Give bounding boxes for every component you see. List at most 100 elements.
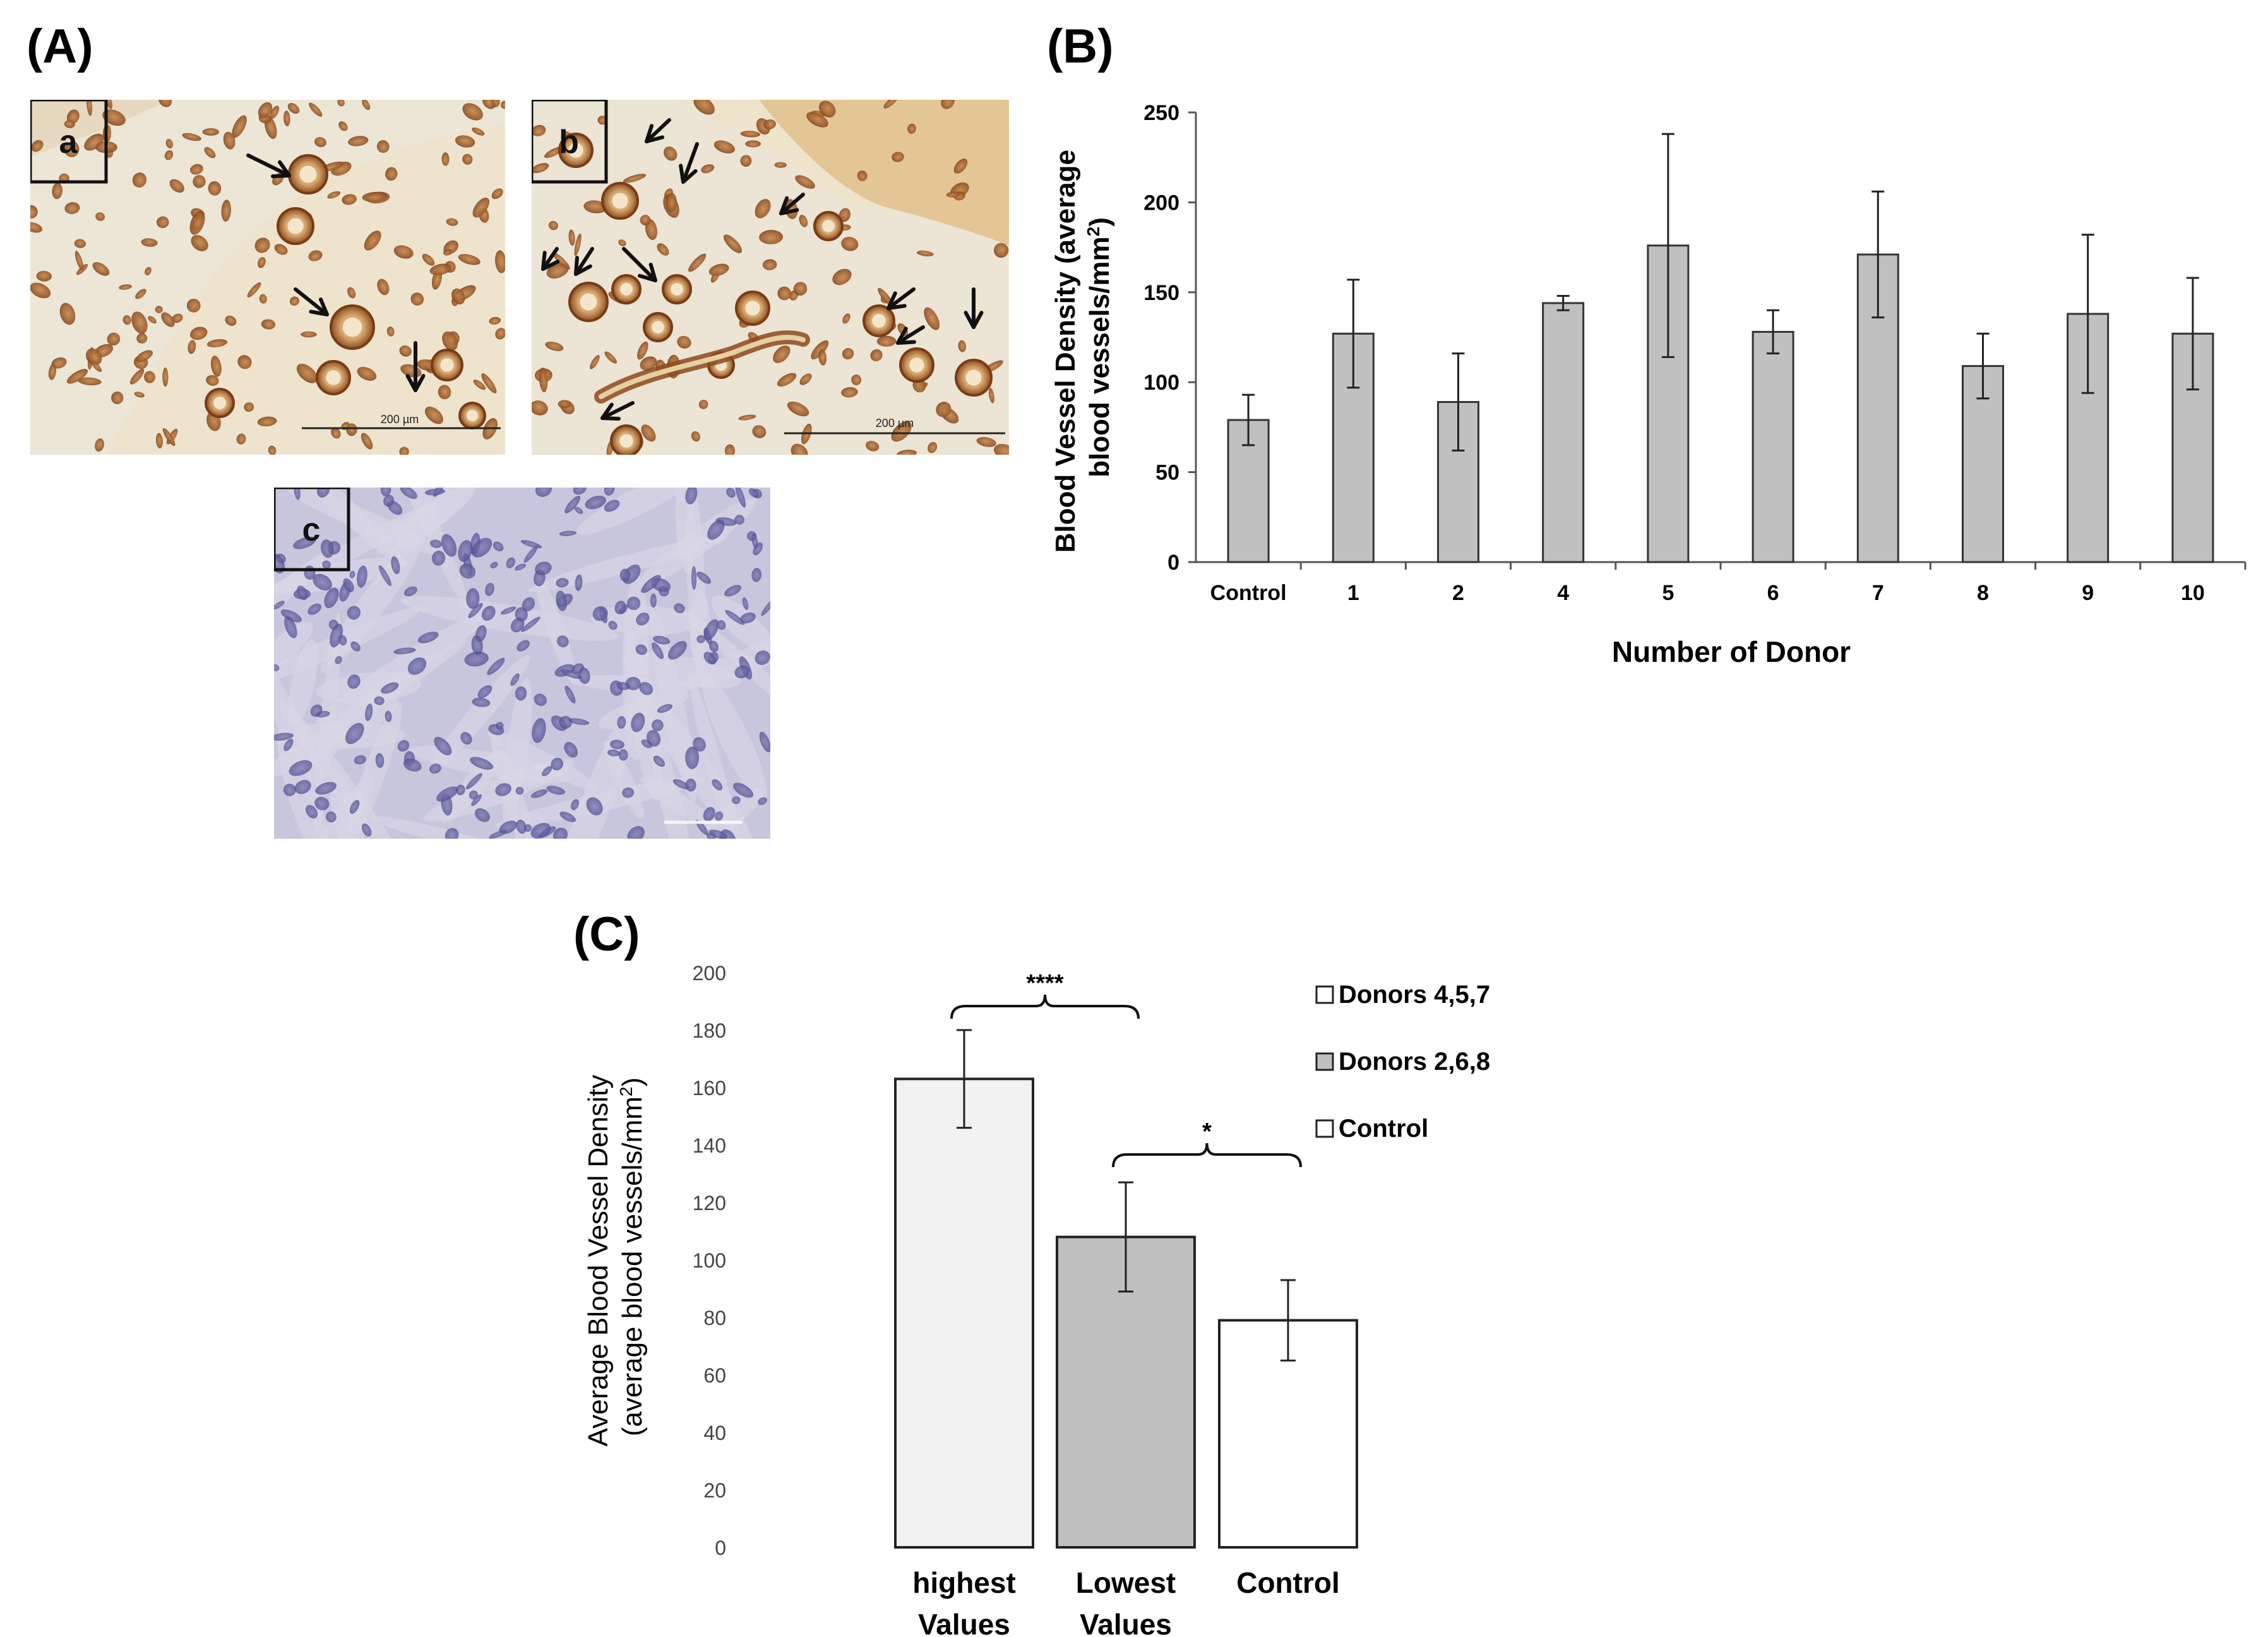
cell-nucleus <box>590 355 600 369</box>
cell-nucleus <box>626 596 641 610</box>
cell-nucleus <box>438 385 451 400</box>
cell-nucleus <box>674 603 685 613</box>
cell-nucleus <box>592 606 608 621</box>
cell-nucleus <box>707 520 725 540</box>
cell-nucleus <box>564 741 578 758</box>
cell-nucleus <box>148 316 157 324</box>
cell-nucleus <box>688 253 707 272</box>
cell-nucleus <box>156 216 169 229</box>
cell-nucleus <box>473 379 486 390</box>
cell-nucleus <box>347 606 361 620</box>
cell-nucleus <box>471 635 483 656</box>
cell-nucleus <box>347 674 361 689</box>
cell-nucleus <box>608 621 618 630</box>
vessel-lumen <box>580 293 597 311</box>
cell-nucleus <box>257 416 277 427</box>
micrograph-letter-a: a <box>59 124 78 160</box>
cell-nucleus <box>210 356 222 377</box>
cell-nucleus <box>74 239 86 248</box>
cell-nucleus <box>391 556 400 575</box>
cell-nucleus <box>777 373 797 387</box>
chart-b-ylabel-close: ) <box>1084 217 1115 227</box>
cell-nucleus <box>691 431 701 442</box>
cell-nucleus <box>793 282 808 296</box>
cell-nucleus <box>129 369 145 385</box>
significance-bracket <box>1112 1142 1302 1168</box>
cell-nucleus <box>30 205 38 219</box>
legend-label: Donors 2,6,8 <box>1339 1048 1490 1076</box>
vessel-lumen <box>619 434 633 448</box>
stroma-fiber <box>689 590 711 669</box>
cell-nucleus <box>489 316 501 325</box>
cell-nucleus <box>559 716 573 729</box>
chart-c-ylabel: Average Blood Vessel Density (average bl… <box>583 1067 648 1447</box>
micrograph-letter-b: b <box>559 124 579 160</box>
cell-nucleus <box>385 167 398 181</box>
cell-nucleus <box>158 100 172 107</box>
stroma-fiber <box>679 607 770 736</box>
cell-nucleus <box>745 140 761 148</box>
cell-nucleus <box>558 400 571 409</box>
cell-nucleus <box>753 542 763 556</box>
cell-nucleus <box>469 757 494 770</box>
cell-nucleus <box>685 488 698 505</box>
cell-nucleus <box>64 119 75 128</box>
cell-nucleus <box>443 249 452 256</box>
cell-nucleus <box>274 244 288 255</box>
cell-nucleus <box>92 361 102 372</box>
cell-nucleus <box>876 335 897 347</box>
cell-nucleus <box>469 790 478 800</box>
cell-nucleus <box>495 250 505 273</box>
cell-nucleus <box>477 685 492 699</box>
cell-nucleus <box>614 601 626 615</box>
cell-nucleus <box>506 557 515 568</box>
cell-nucleus <box>365 704 373 721</box>
cell-nucleus <box>59 303 76 325</box>
cell-nucleus <box>314 136 326 147</box>
vessel-lumen <box>612 193 628 209</box>
cell-nucleus <box>717 620 726 630</box>
cell-nucleus <box>976 436 996 447</box>
cell-nucleus <box>466 588 480 609</box>
cell-nucleus <box>385 711 392 723</box>
cell-nucleus <box>762 259 777 270</box>
cell-nucleus <box>487 657 505 675</box>
cell-nucleus <box>574 507 583 514</box>
chart-c-ytick-label: 140 <box>693 1134 726 1157</box>
cell-nucleus <box>842 348 854 360</box>
cell-nucleus <box>586 797 603 816</box>
cell-nucleus <box>172 313 183 323</box>
cell-nucleus <box>510 618 525 633</box>
cell-nucleus <box>664 146 677 161</box>
cell-nucleus <box>604 488 615 496</box>
cell-nucleus <box>651 719 664 731</box>
cell-nucleus <box>434 736 452 756</box>
cell-nucleus <box>740 131 761 138</box>
stroma-fiber <box>329 768 369 839</box>
chart-c-bar <box>894 1077 1034 1549</box>
cell-nucleus <box>639 681 654 695</box>
cell-nucleus <box>283 783 296 796</box>
cell-nucleus <box>523 546 538 563</box>
cell-nucleus <box>490 561 498 568</box>
cell-nucleus <box>510 673 520 686</box>
scale-bar-label-a: 200 µm <box>381 413 419 426</box>
significance-bracket <box>950 994 1140 1019</box>
stroma-fiber <box>274 621 313 678</box>
cell-nucleus <box>865 441 880 452</box>
stroma-fiber <box>701 675 767 802</box>
cell-nucleus <box>397 740 410 752</box>
cell-nucleus <box>376 140 390 153</box>
cell-nucleus <box>136 333 148 344</box>
cell-nucleus <box>759 731 770 753</box>
cell-nucleus <box>316 488 330 498</box>
cell-nucleus <box>732 783 754 798</box>
cell-nucleus <box>135 289 146 299</box>
cell-nucleus <box>907 123 916 134</box>
cell-nucleus <box>70 141 80 153</box>
cell-nucleus <box>436 786 458 802</box>
cell-nucleus <box>441 152 450 166</box>
cell-nucleus <box>186 299 201 313</box>
cell-nucleus <box>132 172 147 188</box>
cell-nucleus <box>36 270 52 282</box>
